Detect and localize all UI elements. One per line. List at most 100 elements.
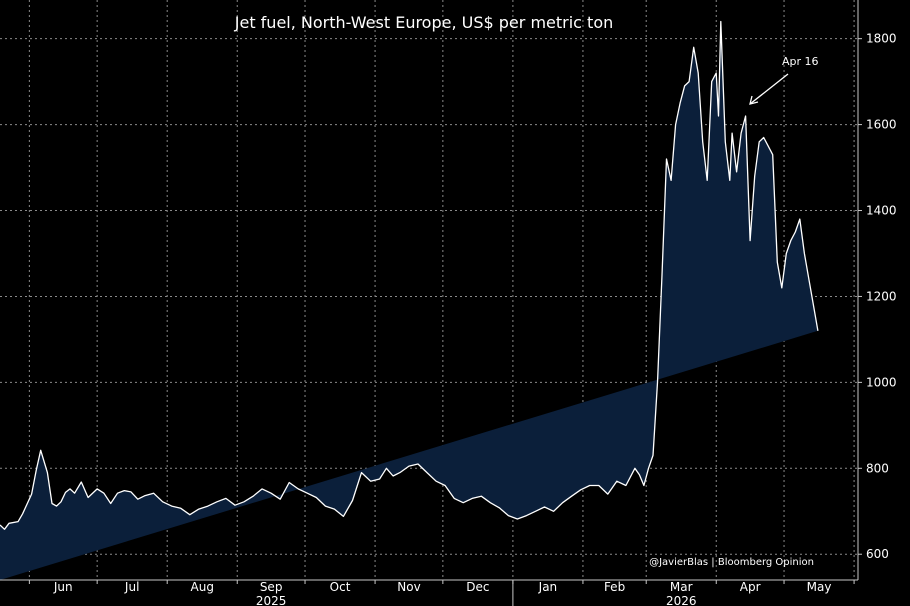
- y-tick-label: 600: [866, 547, 889, 561]
- data-point: [625, 484, 627, 486]
- annotation-arrow: [749, 73, 789, 105]
- data-point: [670, 179, 672, 181]
- data-point: [543, 506, 545, 508]
- data-point: [758, 141, 760, 143]
- data-point: [399, 471, 401, 473]
- data-point: [30, 493, 32, 495]
- data-point: [767, 145, 769, 147]
- data-point: [87, 496, 89, 498]
- data-point: [679, 102, 681, 104]
- data-point: [198, 508, 200, 510]
- data-point: [489, 502, 491, 504]
- x-tick-label: Aug: [191, 580, 214, 594]
- data-point: [776, 261, 778, 263]
- year-label: 2026: [666, 594, 697, 606]
- data-point: [616, 480, 618, 482]
- data-point: [417, 463, 419, 465]
- data-point: [794, 231, 796, 233]
- data-point: [252, 495, 254, 497]
- data-point: [498, 507, 500, 509]
- data-point: [171, 505, 173, 507]
- data-point: [731, 132, 733, 134]
- data-point: [435, 480, 437, 482]
- data-point: [516, 518, 518, 520]
- data-point: [152, 492, 154, 494]
- data-point: [297, 488, 299, 490]
- data-point: [799, 218, 801, 220]
- data-point: [552, 510, 554, 512]
- data-point: [785, 252, 787, 254]
- data-point: [812, 304, 814, 306]
- data-point: [580, 489, 582, 491]
- data-point: [279, 498, 281, 500]
- series-line: [0, 20, 819, 530]
- data-point: [162, 501, 164, 503]
- annotation-arrowhead: [749, 95, 759, 105]
- data-point: [525, 514, 527, 516]
- x-tick-label: Sep: [260, 580, 283, 594]
- data-point: [688, 80, 690, 82]
- data-point: [270, 492, 272, 494]
- x-tick-label: Mar: [670, 580, 693, 594]
- data-point: [740, 132, 742, 134]
- data-point: [453, 497, 455, 499]
- data-point: [3, 528, 5, 530]
- data-point: [706, 179, 708, 181]
- data-point: [717, 115, 719, 117]
- data-point: [73, 492, 75, 494]
- data-point: [656, 381, 658, 383]
- data-point: [351, 499, 353, 501]
- y-tick-label: 1200: [866, 289, 897, 303]
- data-point: [392, 475, 394, 477]
- annotation: Apr 16: [749, 55, 819, 105]
- x-tick-label: Feb: [604, 580, 625, 594]
- chart-title: Jet fuel, North-West Europe, US$ per met…: [234, 13, 614, 32]
- data-point: [51, 502, 53, 504]
- data-point: [647, 467, 649, 469]
- x-tick-label: Oct: [330, 580, 351, 594]
- data-point: [808, 278, 810, 280]
- data-point: [817, 330, 819, 332]
- data-point: [288, 481, 290, 483]
- data-point: [697, 72, 699, 74]
- data-point: [683, 85, 685, 87]
- data-point: [781, 287, 783, 289]
- data-point: [693, 46, 695, 48]
- data-point: [123, 489, 125, 491]
- x-tick-label: Jun: [53, 580, 73, 594]
- data-point: [35, 469, 37, 471]
- data-point: [729, 179, 731, 181]
- series-area: [0, 20, 819, 580]
- y-tick-label: 1000: [866, 375, 897, 389]
- data-point: [21, 513, 23, 515]
- data-point: [598, 484, 600, 486]
- data-point: [46, 471, 48, 473]
- data-point: [342, 515, 344, 517]
- data-point: [103, 492, 105, 494]
- data-point: [754, 175, 756, 177]
- data-point: [324, 505, 326, 507]
- data-point: [64, 491, 66, 493]
- data-point: [507, 514, 509, 516]
- credit-text: @JavierBlas | Bloomberg Opinion: [649, 557, 814, 568]
- data-point: [772, 154, 774, 156]
- data-point: [702, 141, 704, 143]
- data-point: [234, 504, 236, 506]
- data-point: [216, 501, 218, 503]
- annotation-label: Apr 16: [782, 55, 819, 68]
- data-point: [130, 491, 132, 493]
- data-point: [225, 497, 227, 499]
- x-tick-label: Nov: [397, 580, 420, 594]
- x-tick-label: May: [807, 580, 832, 594]
- data-point: [534, 510, 536, 512]
- data-point: [724, 141, 726, 143]
- data-point: [189, 514, 191, 516]
- data-point: [137, 498, 139, 500]
- data-point: [243, 501, 245, 503]
- data-point: [749, 239, 751, 241]
- x-tick-label: Apr: [740, 580, 761, 594]
- data-point: [369, 480, 371, 482]
- data-point: [360, 471, 362, 473]
- data-point: [634, 467, 636, 469]
- data-point: [8, 522, 10, 524]
